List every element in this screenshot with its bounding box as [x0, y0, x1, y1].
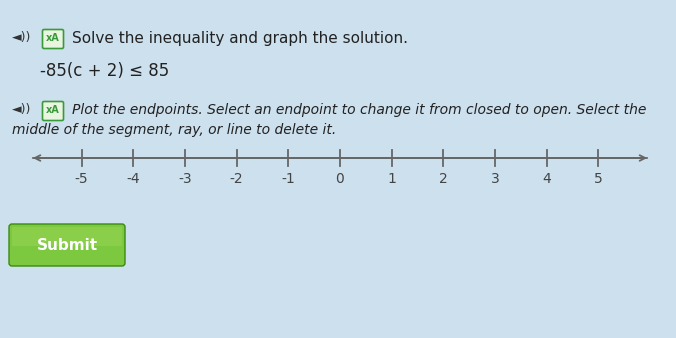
FancyBboxPatch shape — [12, 227, 122, 246]
Text: Plot the endpoints. Select an endpoint to change it from closed to open. Select : Plot the endpoints. Select an endpoint t… — [72, 103, 646, 117]
Text: 5: 5 — [594, 172, 603, 186]
Text: xA: xA — [46, 33, 60, 43]
Text: Solve the inequality and graph the solution.: Solve the inequality and graph the solut… — [72, 30, 408, 46]
Text: -85(c + 2) ≤ 85: -85(c + 2) ≤ 85 — [40, 62, 169, 80]
Text: Submit: Submit — [37, 238, 97, 252]
FancyBboxPatch shape — [43, 101, 64, 121]
Text: xA: xA — [46, 105, 60, 115]
Text: 3: 3 — [491, 172, 500, 186]
FancyBboxPatch shape — [9, 224, 125, 266]
Text: -3: -3 — [178, 172, 192, 186]
FancyBboxPatch shape — [43, 29, 64, 48]
Text: ◄)): ◄)) — [12, 31, 31, 45]
Text: 4: 4 — [542, 172, 551, 186]
Text: -2: -2 — [230, 172, 243, 186]
Text: -4: -4 — [126, 172, 140, 186]
Text: -5: -5 — [75, 172, 89, 186]
Text: -1: -1 — [281, 172, 295, 186]
Text: 2: 2 — [439, 172, 448, 186]
Text: 0: 0 — [335, 172, 344, 186]
Text: 1: 1 — [387, 172, 396, 186]
Text: middle of the segment, ray, or line to delete it.: middle of the segment, ray, or line to d… — [12, 123, 336, 137]
Text: ◄)): ◄)) — [12, 103, 31, 117]
